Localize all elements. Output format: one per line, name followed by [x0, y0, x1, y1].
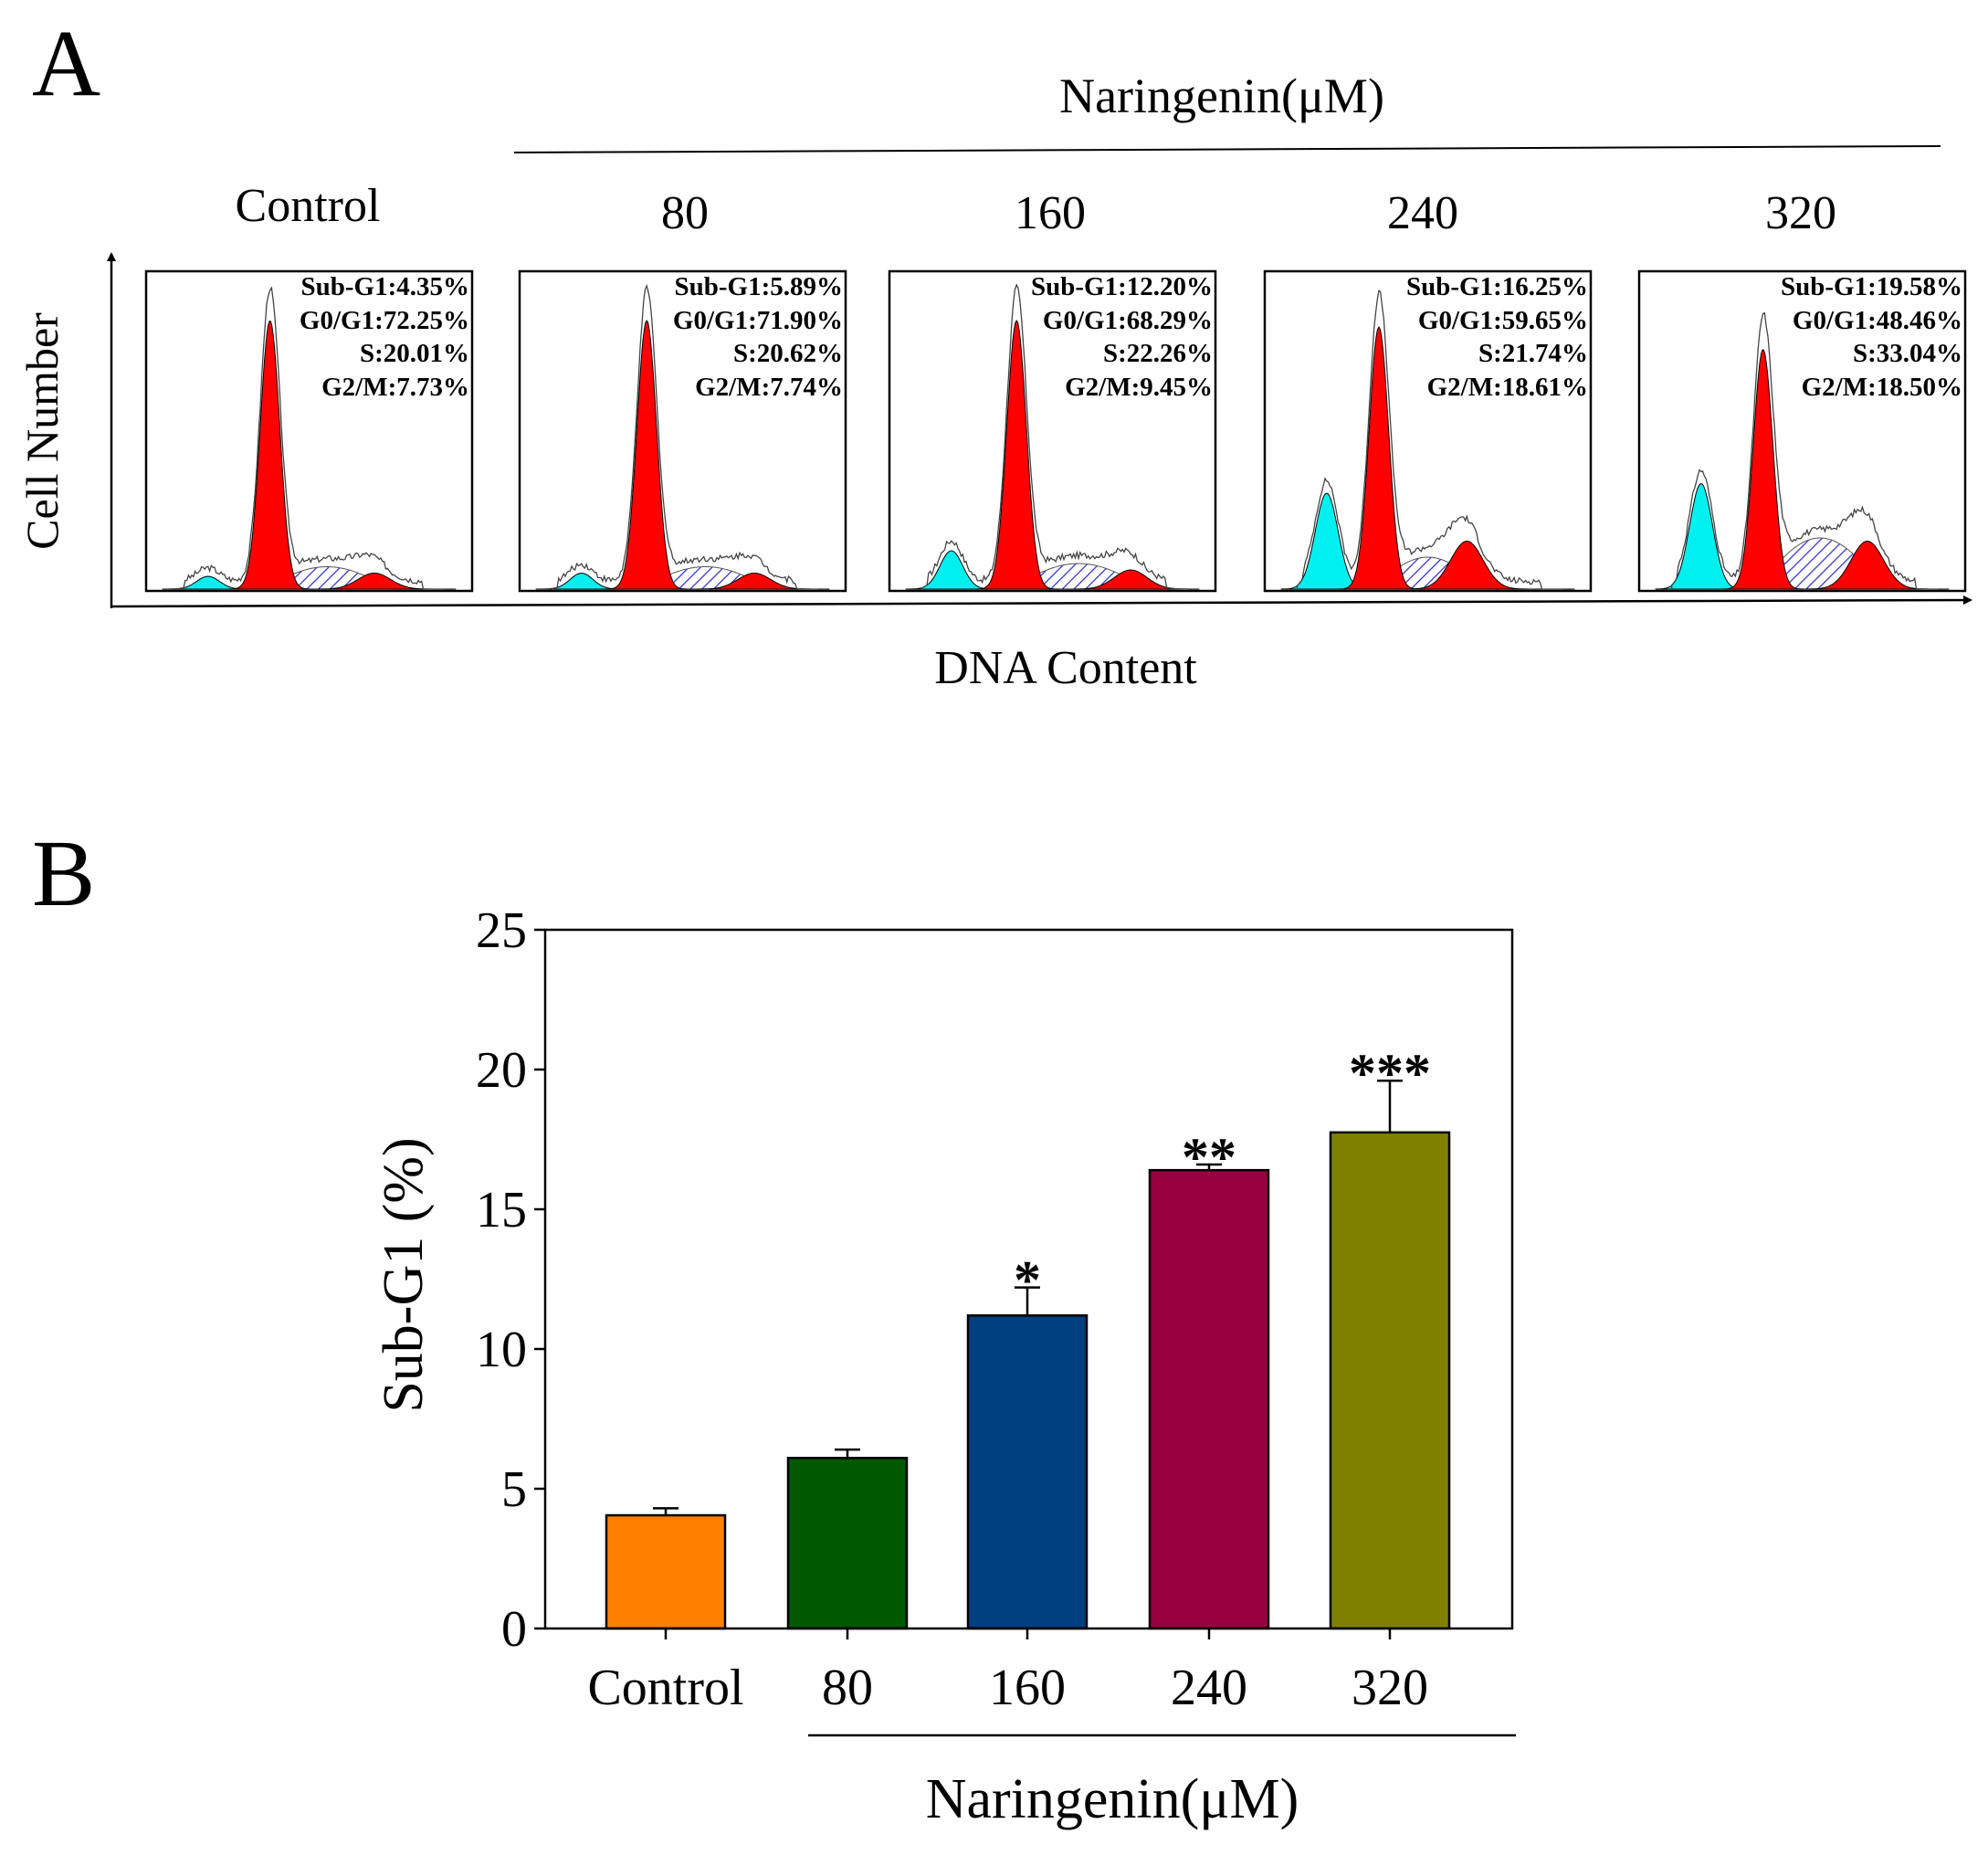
- annotation-sub-g1: Sub-G1:19.58%: [1781, 272, 1962, 301]
- plot-frame: [543, 928, 1514, 1630]
- x-axis-title: Naringenin(μM): [926, 1768, 1299, 1830]
- x-tick-label: 80: [822, 1660, 873, 1716]
- histogram-outline: [1297, 290, 1563, 590]
- annotation-g2-m: G2/M:7.73%: [321, 373, 469, 402]
- g0-g1-peak: [1280, 326, 1575, 590]
- histogram-frame: [144, 269, 474, 593]
- y-axis-title: Sub-G1 (%): [373, 1137, 435, 1412]
- g0-g1-peak: [162, 321, 457, 590]
- histogram-frame: [518, 269, 847, 593]
- panel-title-320: 320: [1765, 187, 1836, 239]
- annotation-sub-g1: Sub-G1:5.89%: [674, 272, 843, 301]
- annotation-g2-m: G2/M:7.74%: [695, 373, 843, 402]
- histogram-panel-80: Sub-G1:5.89% G0/G1:71.90% S:20.62% G2/M:7.7…: [518, 269, 847, 593]
- panel-a-letter: A: [32, 11, 101, 116]
- annotation-s: S:33.04%: [1853, 339, 1962, 368]
- annotation-sub-g1: Sub-G1:16.25%: [1406, 272, 1588, 301]
- bar-160: [966, 1314, 1089, 1630]
- bar-control: [605, 1513, 727, 1630]
- y-tick-label: 20: [476, 1042, 527, 1099]
- annotation-g2-m: G2/M:18.50%: [1802, 373, 1962, 402]
- annotation-g0-g1: G0/G1:59.65%: [1418, 306, 1588, 335]
- g0-g1-peak: [905, 319, 1200, 590]
- annotation-g0-g1: G0/G1:48.46%: [1793, 306, 1962, 335]
- annotation-s: S:21.74%: [1478, 339, 1588, 368]
- x-tick-label: 240: [1171, 1660, 1247, 1716]
- annotation-g0-g1: G0/G1:71.90%: [673, 306, 843, 335]
- annotation-sub-g1: Sub-G1:12.20%: [1031, 272, 1213, 301]
- y-tick-label: 25: [476, 902, 527, 959]
- panel-title-control: Control: [235, 180, 381, 232]
- histogram-panel-320: Sub-G1:19.58% G0/G1:48.46% S:33.04% G2/M:18…: [1637, 269, 1967, 593]
- group-underline: [513, 145, 1941, 153]
- y-tick-label: 0: [501, 1601, 527, 1658]
- annotation-g0-g1: G0/G1:72.25%: [300, 306, 469, 335]
- annotation-s: S:20.01%: [360, 339, 469, 368]
- g0-g1-peak: [1655, 349, 1950, 590]
- significance-marker: *: [1014, 1250, 1041, 1311]
- panel-b-letter: B: [32, 821, 96, 926]
- annotation-s: S:22.26%: [1103, 339, 1213, 368]
- x-axis-arrow: [110, 595, 1972, 608]
- bar-80: [786, 1457, 909, 1630]
- panel-a-group-label: Naringenin(μM): [1059, 69, 1384, 123]
- panel-title-160: 160: [1015, 187, 1086, 239]
- y-tick-label: 10: [476, 1322, 527, 1378]
- histogram-frame: [888, 269, 1217, 593]
- y-tick-label: 5: [501, 1461, 527, 1518]
- y-tick-label: 15: [476, 1182, 527, 1238]
- significance-marker: **: [1182, 1127, 1236, 1187]
- histogram-outline: [552, 283, 818, 590]
- annotation-g2-m: G2/M:9.45%: [1065, 373, 1213, 402]
- x-axis-label-dna-content: DNA Content: [934, 642, 1197, 694]
- annotation-sub-g1: Sub-G1:4.35%: [300, 272, 469, 301]
- annotation-g2-m: G2/M:18.61%: [1427, 373, 1588, 402]
- significance-marker: ***: [1349, 1043, 1431, 1103]
- x-tick-label: 320: [1352, 1660, 1428, 1716]
- panel-title-80: 80: [661, 187, 709, 239]
- panel-a-axes: Sub-G1:4.35% G0/G1:72.25% S:20.01% G2/M:7.7…: [107, 145, 1972, 608]
- histogram-outline: [1671, 311, 1938, 590]
- panel-title-240: 240: [1387, 187, 1458, 239]
- bar-320: [1329, 1131, 1451, 1630]
- x-tick-label: 160: [989, 1660, 1066, 1716]
- x-tick-label: Control: [587, 1660, 743, 1716]
- histogram-outline: [921, 283, 1188, 590]
- histogram-panel-160: Sub-G1:12.20% G0/G1:68.29% S:22.26% G2/M:9.…: [888, 269, 1217, 593]
- histogram-outline: [178, 286, 445, 590]
- histogram-panel-240: Sub-G1:16.25% G0/G1:59.65% S:21.74% G2/M:18…: [1263, 269, 1593, 593]
- bar-240: [1148, 1168, 1270, 1630]
- annotation-g0-g1: G0/G1:68.29%: [1043, 306, 1213, 335]
- histogram-panel-control: Sub-G1:4.35% G0/G1:72.25% S:20.01% G2/M:7.7…: [144, 269, 474, 593]
- annotation-s: S:20.62%: [733, 339, 843, 368]
- g0-g1-peak: [535, 319, 830, 590]
